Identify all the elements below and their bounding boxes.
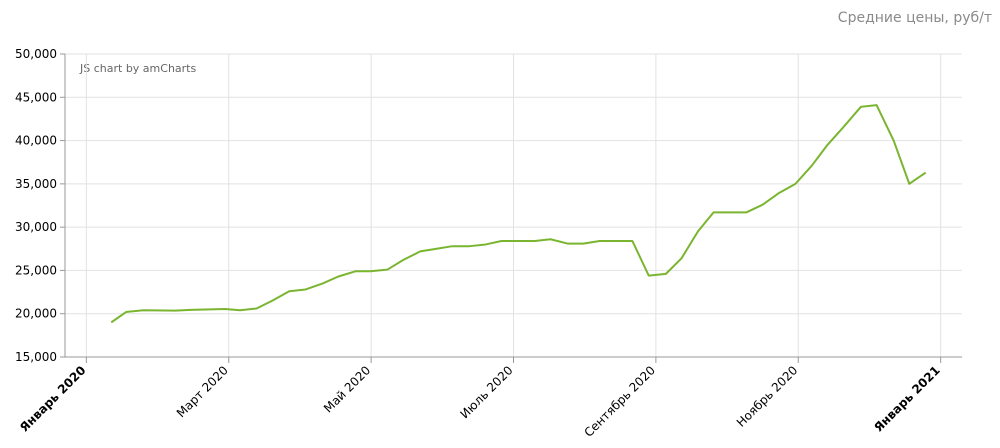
y-tick-label: 45,000 xyxy=(15,90,57,104)
y-tick-label: 40,000 xyxy=(15,134,57,148)
series-line xyxy=(110,104,927,324)
y-tick-label: 50,000 xyxy=(15,47,57,61)
x-tick-label: Март 2020 xyxy=(174,363,231,420)
x-tick-label: Январь 2021 xyxy=(871,363,942,434)
x-tick-label: Май 2020 xyxy=(321,363,373,415)
x-tick-label: Ноябрь 2020 xyxy=(734,363,800,429)
y-tick-label: 20,000 xyxy=(15,307,57,321)
x-tick-label: Июль 2020 xyxy=(458,363,516,421)
x-tick-label: Январь 2020 xyxy=(17,363,88,434)
y-tick-label: 15,000 xyxy=(15,350,57,364)
y-tick-label: 25,000 xyxy=(15,263,57,277)
chart-title: Средние цены, руб/т xyxy=(838,10,992,26)
y-tick-label: 35,000 xyxy=(15,177,57,191)
y-tick-label: 30,000 xyxy=(15,220,57,234)
x-tick-label: Сентябрь 2020 xyxy=(581,363,658,440)
chart-credit: JS chart by amCharts xyxy=(79,62,196,75)
